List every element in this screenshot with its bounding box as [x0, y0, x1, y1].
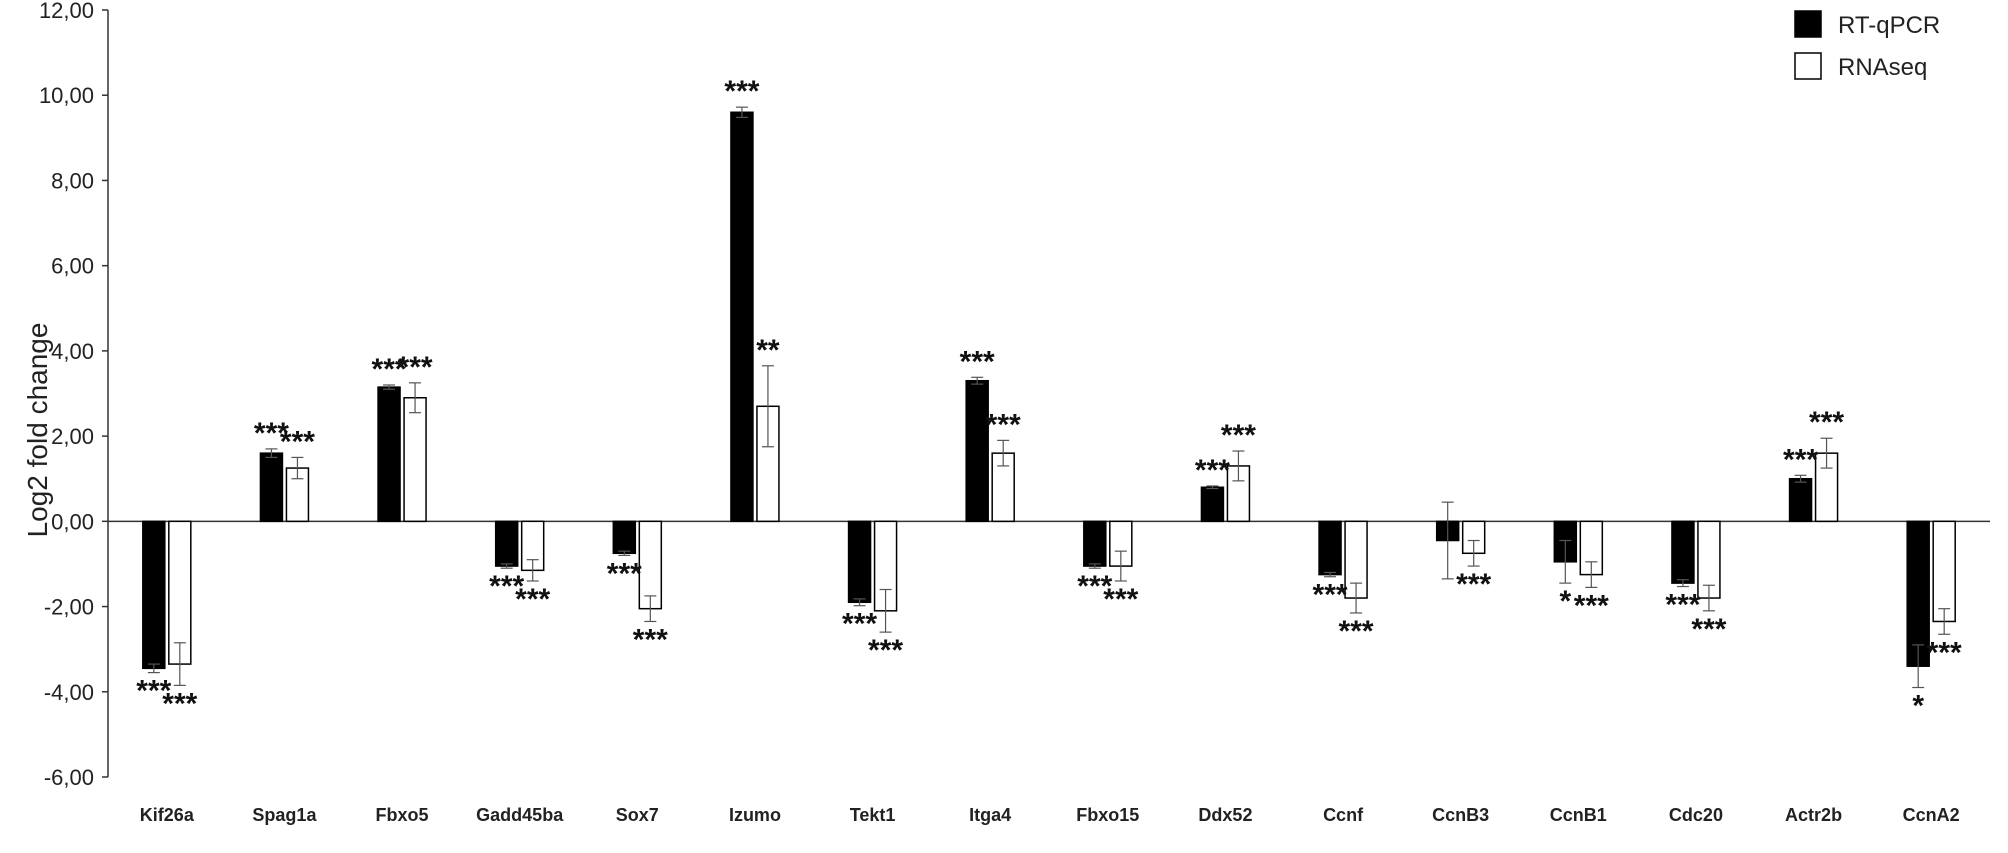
significance-label: ***: [633, 623, 668, 656]
category-label: Ddx52: [1198, 805, 1252, 825]
bar-rnaseq: [403, 397, 427, 523]
bar-rt-qpcr: [1788, 477, 1813, 523]
category-label: Fbxo15: [1076, 805, 1139, 825]
bar-rnaseq: [1932, 520, 1956, 623]
bar-rt-qpcr: [965, 379, 989, 523]
significance-label: ***: [1339, 615, 1374, 648]
legend-label-rnaseq: RNAseq: [1838, 54, 1927, 81]
y-tick-label: 4,00: [51, 339, 94, 364]
category-label: Sox7: [616, 805, 659, 825]
bar-rt-qpcr: [259, 452, 284, 523]
category-label: Spag1a: [252, 805, 317, 825]
category-label: CcnA2: [1903, 805, 1960, 825]
significance-label: ***: [515, 583, 550, 616]
significance-label: ***: [398, 351, 433, 384]
legend-swatch-rnaseq: [1794, 52, 1822, 80]
significance-label: ***: [1927, 636, 1962, 669]
significance-label: ***: [372, 353, 407, 386]
bar-rt-qpcr: [494, 520, 519, 567]
y-axis-label: Log2 fold change: [22, 323, 53, 538]
significance-label: ***: [489, 570, 524, 603]
category-label: Kif26a: [140, 805, 195, 825]
category-label: CcnB1: [1550, 805, 1607, 825]
bar-rt-qpcr: [1671, 520, 1695, 584]
significance-label: ***: [1077, 570, 1112, 603]
significance-label: ***: [868, 634, 903, 667]
significance-label: ***: [1809, 406, 1844, 439]
error-bars: [147, 106, 1951, 689]
significance-label: **: [756, 334, 780, 367]
significance-label: ***: [1221, 419, 1256, 452]
category-label: Fbxo5: [376, 805, 429, 825]
significance-label: ***: [986, 408, 1021, 441]
significance-label: ***: [1691, 613, 1726, 646]
y-tick-label: -2,00: [44, 595, 94, 620]
category-label: Izumo: [729, 805, 781, 825]
bar-rt-qpcr: [1083, 520, 1107, 567]
bar-rt-qpcr: [142, 520, 166, 670]
category-label: Ccnf: [1323, 805, 1364, 825]
significance-label: ***: [1783, 443, 1818, 476]
category-label: Cdc20: [1669, 805, 1723, 825]
bars: [142, 111, 1956, 670]
significance-label: *: [1912, 690, 1924, 723]
significance-label: ***: [254, 417, 289, 450]
legend: RT-qPCR RNAseq: [1794, 10, 1940, 81]
category-labels: Kif26a Spag1a Fbxo5 Gadd45ba Sox7 Izumo Tekt1 I…: [140, 805, 1960, 825]
significance-label: ***: [1103, 583, 1138, 616]
significance-label: ***: [1574, 589, 1609, 622]
significance-label: ***: [162, 687, 197, 720]
bar-rt-qpcr: [847, 520, 872, 604]
significance-label: *: [1559, 585, 1571, 618]
significance-label: ***: [1195, 454, 1230, 487]
significance-label: ***: [960, 345, 995, 378]
significance-label: ***: [136, 675, 171, 708]
bar-rt-qpcr: [612, 520, 637, 555]
bar-rt-qpcr: [377, 386, 401, 523]
category-label: Actr2b: [1785, 805, 1842, 825]
y-axis: -6,00 -4,00 -2,00 0,00 2,00 4,00 6,00 8,00 10,00…: [39, 0, 109, 790]
bar-rt-qpcr: [730, 111, 754, 523]
significance-label: ***: [842, 608, 877, 641]
bar-rt-qpcr: [1200, 486, 1225, 523]
y-tick-label: 10,00: [39, 83, 94, 108]
y-tick-label: 8,00: [51, 168, 94, 193]
significance-label: ***: [1665, 589, 1700, 622]
significance-label: ***: [724, 75, 759, 108]
significance-labels: ****************************************…: [136, 75, 1962, 722]
significance-label: ***: [280, 425, 315, 458]
y-tick-label: 0,00: [51, 509, 94, 534]
significance-label: ***: [607, 557, 642, 590]
y-tick-label: 6,00: [51, 254, 94, 279]
y-tick-label: 2,00: [51, 424, 94, 449]
y-tick-label: -4,00: [44, 680, 94, 705]
category-label: CcnB3: [1432, 805, 1489, 825]
y-tick-label: 12,00: [39, 0, 94, 23]
category-label: Gadd45ba: [476, 805, 564, 825]
y-tick-label: -6,00: [44, 765, 94, 790]
category-label: Tekt1: [850, 805, 896, 825]
legend-label-rt-qpcr: RT-qPCR: [1838, 12, 1940, 39]
category-label: Itga4: [969, 805, 1011, 825]
significance-label: ***: [1313, 579, 1348, 612]
significance-label: ***: [1456, 568, 1491, 601]
bar-rt-qpcr: [1318, 520, 1342, 576]
legend-swatch-rt-qpcr: [1794, 10, 1822, 38]
